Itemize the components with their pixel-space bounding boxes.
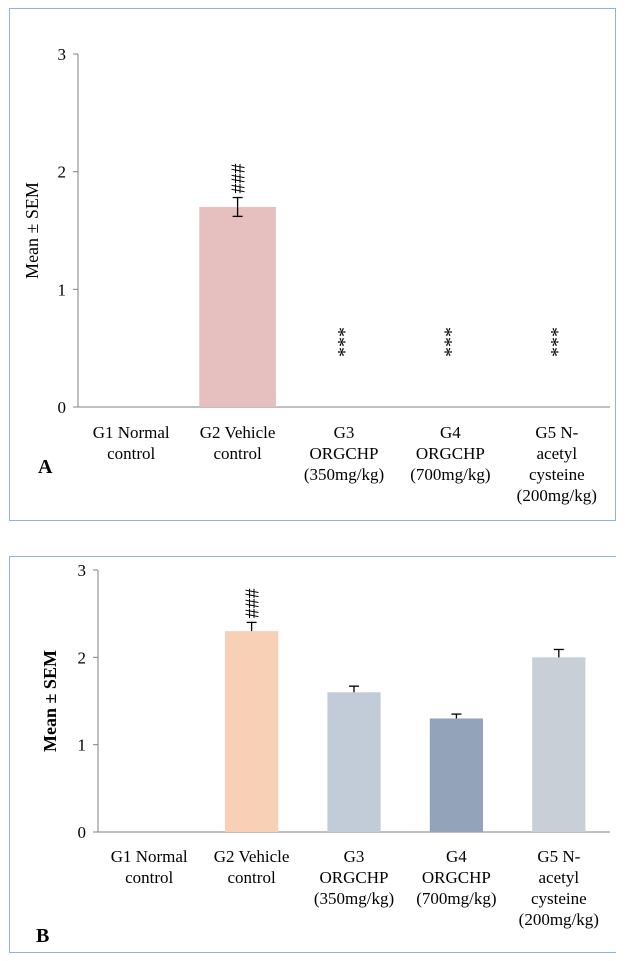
x-category-label: G2 Vehicle [214, 847, 290, 866]
x-category-label: acetyl [537, 444, 578, 463]
y-tick-label: 2 [78, 648, 87, 667]
x-category-label: (350mg/kg) [304, 465, 384, 484]
bar [327, 692, 381, 832]
x-category-label: ORGCHP [416, 444, 485, 463]
bar [429, 718, 484, 832]
chart-panel-a: 0 1 2 3 Mean ± SEM G1 Normal control ### G2 Vehi… [9, 8, 616, 521]
chart-panel-b: 0 1 2 3 Mean ± SEM G1 Normal control ### G2 Vehi… [9, 556, 616, 953]
y-axis-title: Mean ± SEM [40, 650, 60, 752]
x-category-label: (700mg/kg) [416, 889, 496, 908]
y-tick-label: 3 [78, 561, 87, 580]
x-category-label: G4 [440, 423, 461, 442]
panel-label: B [36, 925, 49, 947]
x-category-label: G1 Normal [93, 423, 170, 442]
y-tick-label: 3 [58, 45, 67, 64]
x-category-label: control [125, 868, 173, 887]
x-category-label: G3 [344, 847, 365, 866]
bar [224, 631, 279, 832]
x-category-label: G5 N- [537, 847, 580, 866]
x-category-label: (200mg/kg) [519, 910, 599, 929]
y-tick-label: 0 [58, 398, 67, 417]
y-tick-label: 1 [58, 280, 67, 299]
chart-b-svg: 0 1 2 3 Mean ± SEM G1 Normal control ### G2 Vehi… [36, 561, 610, 947]
significance-marker: ### [242, 588, 264, 618]
y-tick-label: 2 [58, 163, 67, 182]
y-tick-label: 0 [78, 823, 87, 842]
x-category-label: acetyl [539, 868, 580, 887]
x-category-label: cysteine [531, 889, 587, 908]
x-category-label: (350mg/kg) [314, 889, 394, 908]
x-category-label: control [228, 868, 276, 887]
x-category-label: ORGCHP [422, 868, 491, 887]
y-axis-title: Mean ± SEM [22, 182, 42, 279]
x-category-label: ORGCHP [310, 444, 379, 463]
x-category-label: G2 Vehicle [200, 423, 276, 442]
panel-label: A [38, 456, 53, 478]
x-category-label: control [214, 444, 262, 463]
significance-marker: *** [547, 327, 569, 357]
x-category-label: (700mg/kg) [410, 465, 490, 484]
x-category-label: G3 [334, 423, 355, 442]
bar [532, 657, 586, 832]
x-category-label: ORGCHP [320, 868, 389, 887]
x-category-label: G5 N- [535, 423, 578, 442]
bar [199, 206, 276, 407]
x-category-label: control [107, 444, 155, 463]
x-category-label: cysteine [529, 465, 585, 484]
significance-marker: *** [440, 327, 462, 357]
significance-marker: ### [228, 164, 250, 194]
x-category-label: (200mg/kg) [517, 486, 597, 505]
x-category-label: G1 Normal [111, 847, 188, 866]
y-tick-label: 1 [78, 736, 87, 755]
x-category-label: G4 [446, 847, 467, 866]
chart-a-svg: 0 1 2 3 Mean ± SEM G1 Normal control ### G2 Vehi… [22, 45, 610, 505]
significance-marker: *** [334, 327, 356, 357]
